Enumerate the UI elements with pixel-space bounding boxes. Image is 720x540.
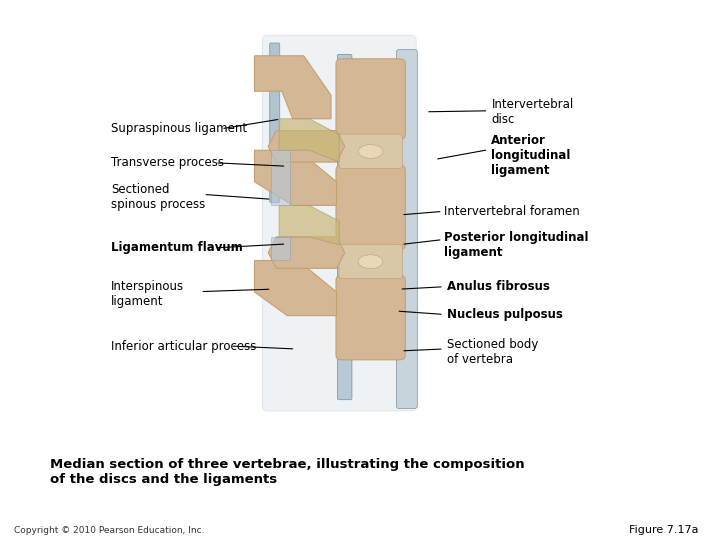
Text: Intervertebral
disc: Intervertebral disc: [491, 98, 574, 126]
Text: Inferior articular process: Inferior articular process: [111, 340, 256, 353]
Text: Median section of three vertebrae, illustrating the composition
of the discs and: Median section of three vertebrae, illus…: [50, 458, 525, 486]
Ellipse shape: [359, 255, 383, 268]
Text: Supraspinous ligament: Supraspinous ligament: [111, 122, 248, 136]
Text: Ligamentum flavum: Ligamentum flavum: [111, 241, 243, 254]
Text: Sectioned
spinous process: Sectioned spinous process: [111, 183, 205, 211]
Polygon shape: [254, 260, 336, 315]
Polygon shape: [279, 119, 339, 162]
Text: Intervertebral foramen: Intervertebral foramen: [444, 205, 580, 218]
Text: Anterior
longitudinal
ligament: Anterior longitudinal ligament: [491, 134, 571, 177]
Polygon shape: [268, 131, 345, 162]
Text: Nucleus pulposus: Nucleus pulposus: [447, 308, 563, 321]
FancyBboxPatch shape: [338, 55, 352, 400]
FancyBboxPatch shape: [270, 43, 280, 202]
FancyBboxPatch shape: [396, 50, 418, 409]
Polygon shape: [254, 56, 331, 119]
Text: Copyright © 2010 Pearson Education, Inc.: Copyright © 2010 Pearson Education, Inc.: [14, 525, 205, 535]
Polygon shape: [279, 205, 339, 245]
Ellipse shape: [359, 145, 383, 158]
Polygon shape: [271, 237, 290, 260]
Text: Posterior longitudinal
ligament: Posterior longitudinal ligament: [444, 232, 588, 259]
Polygon shape: [268, 237, 345, 268]
Text: Transverse process: Transverse process: [111, 156, 224, 170]
Text: Sectioned body
of vertebra: Sectioned body of vertebra: [447, 339, 539, 366]
Text: Figure 7.17a: Figure 7.17a: [629, 524, 698, 535]
Polygon shape: [254, 150, 336, 205]
Polygon shape: [271, 150, 290, 205]
Text: Interspinous
ligament: Interspinous ligament: [111, 280, 184, 308]
FancyBboxPatch shape: [339, 244, 402, 279]
FancyBboxPatch shape: [339, 134, 402, 168]
FancyBboxPatch shape: [336, 165, 405, 249]
Text: Anulus fibrosus: Anulus fibrosus: [447, 280, 550, 293]
FancyBboxPatch shape: [336, 59, 405, 139]
FancyBboxPatch shape: [336, 275, 405, 360]
FancyBboxPatch shape: [262, 35, 416, 411]
